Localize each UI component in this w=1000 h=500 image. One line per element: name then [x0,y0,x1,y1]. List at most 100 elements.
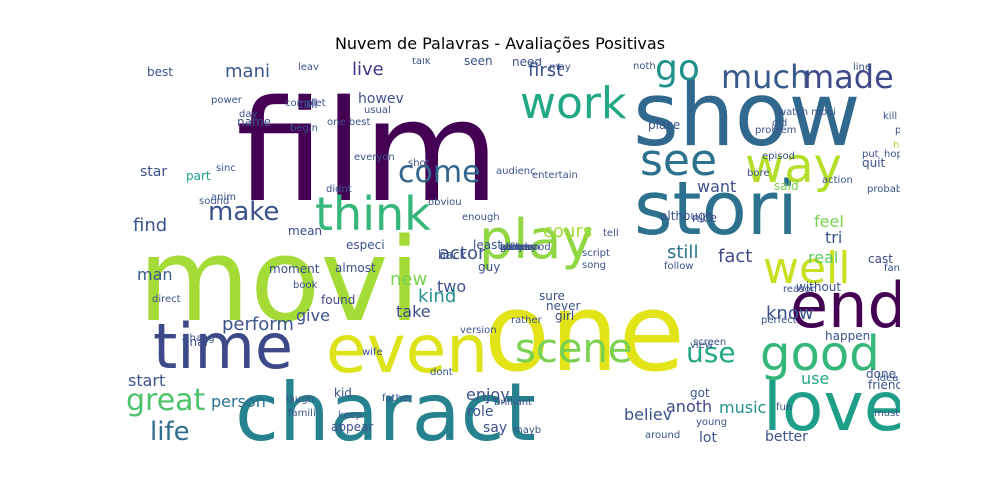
word-found: found [321,293,355,307]
word-portray: portray [500,242,537,253]
word-someon: someon [500,242,540,253]
word-song: song [582,260,606,271]
word-want: want [697,177,736,196]
word-watch-movi: watch movi [778,107,836,118]
word-screen: screen [693,337,726,348]
word-someth: someth [599,150,615,202]
word-better: better [765,429,808,445]
word-must: must [874,408,899,419]
word-problem: problem [755,125,796,136]
chart-title: Nuvem de Palavras - Avaliações Positivas [334,34,666,53]
word-although: although [660,209,713,223]
word-part: part [186,169,211,183]
word-young: young [696,417,727,428]
word-place: place [648,118,680,132]
word-day: day [239,109,257,120]
word-cours: cours [543,221,592,242]
word-book: book [293,280,318,291]
word-film: film [236,71,499,234]
word-entertain: entertain [532,170,578,181]
word-seen: seen [464,54,493,68]
word-appear: appear [331,420,373,434]
word-gener: gener [500,242,530,253]
word-first: first [528,60,563,81]
word-say: say [483,420,507,436]
word-end: end [790,269,907,342]
word-new: new [390,269,427,290]
word-stori: stori [634,166,798,252]
word-brilliant: brilliant [494,397,532,408]
word-obviou: obviou [428,197,462,208]
word-show: show [633,63,860,166]
word-version: version [460,325,497,336]
word-hope: hope [884,149,909,160]
word-mean: mean [288,224,322,238]
word-help: help [893,140,915,151]
word-time: time [153,310,293,383]
word-tri: tri [825,228,842,247]
word-without: without [796,280,841,294]
word-know: know [766,303,814,324]
word-start: start [128,371,165,390]
word-episod: episod [762,151,795,162]
word-noth: noth [633,61,656,72]
word-moment: moment [269,262,320,276]
word-girl: girl [555,309,574,323]
word-bit: bit [743,372,754,385]
word-least: least [473,238,502,252]
word-much: much [721,58,810,96]
word-script: script [582,248,610,259]
word-give: give [296,306,330,325]
word-call: call [297,97,318,111]
word-go: go [655,48,700,89]
word-follow: follow [664,261,694,272]
word-one: one [484,271,685,396]
word-reason: reason [783,284,817,295]
word-still: still [667,242,698,263]
word-use: use [686,336,736,369]
word-back: back [438,248,467,262]
word-line: line [853,62,871,73]
word-effect: effect [500,242,529,253]
word-good: good [760,326,880,382]
word-got: got [690,386,710,400]
word-classic: classic [500,242,533,253]
word-use: use [801,369,829,388]
word-nice: nice [692,211,717,225]
word-perform: perform [222,314,294,335]
word-real: real [808,248,838,267]
word-come: come [398,155,481,190]
word-feel: feel [814,212,844,231]
word-see: see [640,135,717,186]
word-direct: direct [152,294,181,305]
word-everyon: everyon [354,152,395,163]
word-action: action [822,175,853,186]
word-probabl: probabl [867,184,905,195]
word-especi: especi [346,238,385,252]
word-find: find [133,215,167,236]
word-love: love [763,368,906,447]
word-mani: mani [225,61,270,82]
word-put: put [862,149,879,160]
word-name: name [237,115,271,129]
word-didnt: didnt [326,184,352,195]
word-two: two [437,277,466,296]
word-one-best: one best [327,117,370,128]
word-kind: kind [418,286,456,307]
word-enough: enough [462,212,500,223]
word-sound: sound [199,196,229,207]
word-fun: fun [776,402,792,413]
word-lot: lot [699,430,717,446]
word-take: take [396,302,431,321]
word-wife: wife [362,347,383,358]
word-bore: bore [747,168,770,179]
word-fact: fact [718,246,752,267]
word-work: work [520,78,627,129]
word-view: view [690,340,713,351]
word-movi: movi [138,214,420,348]
word-power: power [211,95,243,106]
word-role: role [467,404,494,420]
word-quit: quit [862,156,886,170]
word-anoth: anoth [666,397,712,416]
